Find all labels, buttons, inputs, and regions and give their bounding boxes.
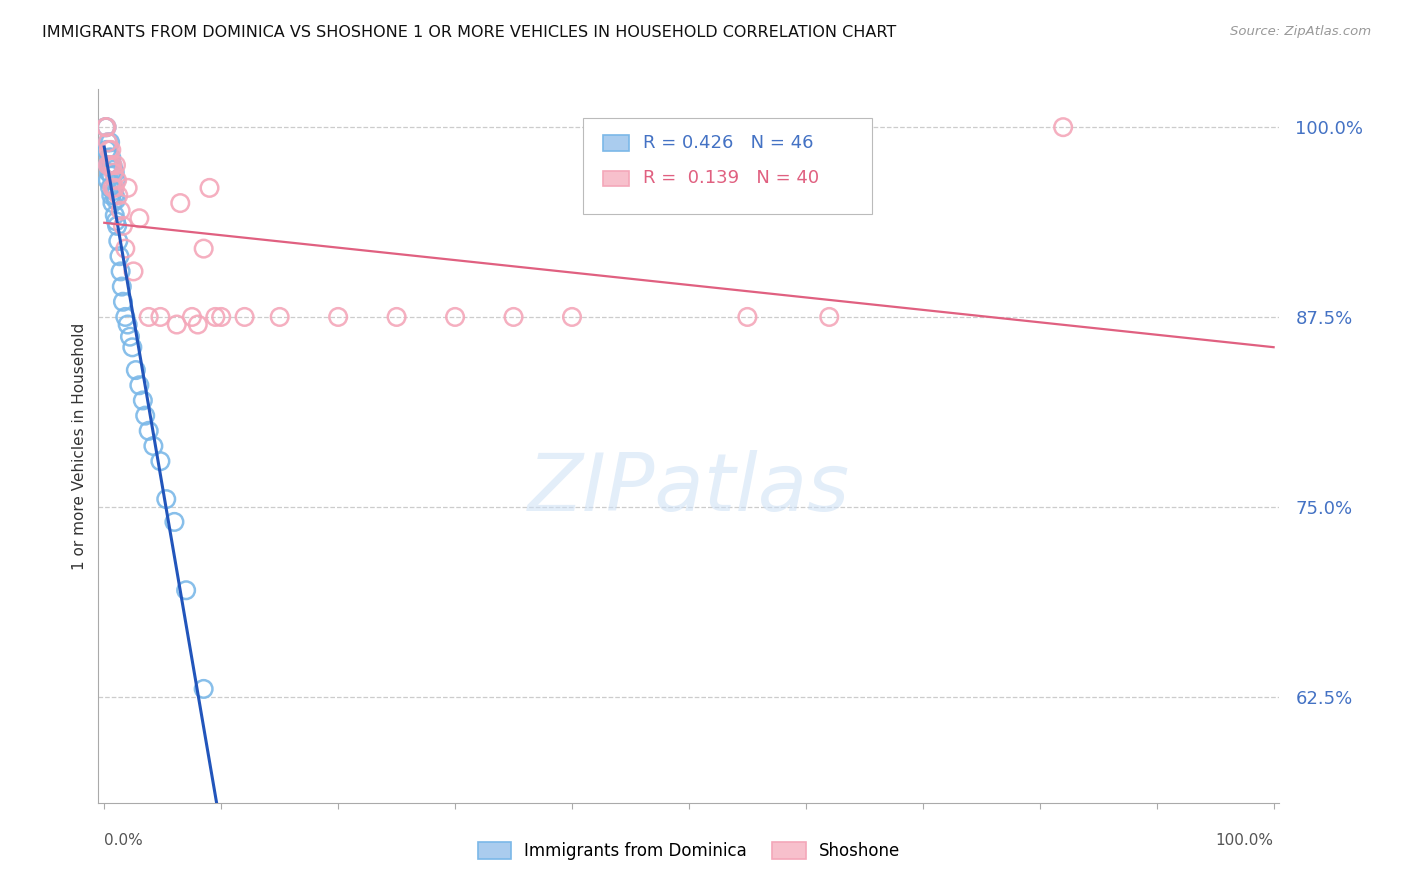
Point <box>132 393 155 408</box>
Point <box>204 310 226 324</box>
Point <box>326 310 349 324</box>
Point <box>149 454 172 468</box>
Text: 0.0%: 0.0% <box>104 833 143 848</box>
Point <box>233 310 256 324</box>
Point <box>104 208 127 222</box>
Point <box>101 158 124 172</box>
Point <box>155 492 177 507</box>
Point <box>502 310 524 324</box>
Point <box>98 136 121 150</box>
Point <box>114 242 136 256</box>
Point <box>737 310 759 324</box>
Point <box>444 310 467 324</box>
Y-axis label: 1 or more Vehicles in Household: 1 or more Vehicles in Household <box>72 322 87 570</box>
Point <box>142 439 165 453</box>
Point <box>96 143 118 157</box>
Point <box>110 264 132 278</box>
Point <box>198 181 221 195</box>
Point <box>561 310 583 324</box>
Point <box>101 158 124 172</box>
Point <box>118 329 141 343</box>
FancyBboxPatch shape <box>603 170 628 186</box>
Point <box>104 181 127 195</box>
Point <box>163 515 186 529</box>
Point <box>122 264 145 278</box>
Point <box>117 181 139 195</box>
Point <box>94 120 117 135</box>
Point <box>97 143 120 157</box>
Point <box>98 158 121 172</box>
Point <box>174 583 197 598</box>
Point <box>107 188 129 202</box>
Point <box>128 378 150 392</box>
Point <box>138 310 160 324</box>
Point <box>125 363 148 377</box>
Point <box>105 219 128 233</box>
Point <box>100 188 122 202</box>
Point <box>97 173 120 187</box>
FancyBboxPatch shape <box>603 135 628 151</box>
Point <box>193 681 215 696</box>
Point <box>117 318 139 332</box>
Point <box>97 166 120 180</box>
Point <box>100 151 122 165</box>
Point <box>97 151 120 165</box>
Text: Source: ZipAtlas.com: Source: ZipAtlas.com <box>1230 25 1371 38</box>
Point <box>1052 120 1074 135</box>
Point <box>103 166 125 180</box>
Point <box>104 158 127 172</box>
Text: IMMIGRANTS FROM DOMINICA VS SHOSHONE 1 OR MORE VEHICLES IN HOUSEHOLD CORRELATION: IMMIGRANTS FROM DOMINICA VS SHOSHONE 1 O… <box>42 25 897 40</box>
Point <box>103 184 125 198</box>
Point <box>187 318 209 332</box>
Point <box>149 310 172 324</box>
Point <box>111 279 134 293</box>
Point <box>94 120 117 135</box>
Legend: Immigrants from Dominica, Shoshone: Immigrants from Dominica, Shoshone <box>471 836 907 867</box>
Point <box>104 173 127 187</box>
Point <box>96 120 118 135</box>
Point <box>104 193 127 207</box>
FancyBboxPatch shape <box>582 118 872 214</box>
Point <box>107 234 129 248</box>
Point <box>101 181 124 195</box>
Point <box>103 162 125 177</box>
Point <box>101 196 124 211</box>
Point <box>193 242 215 256</box>
Point <box>818 310 841 324</box>
Point <box>100 143 122 157</box>
Point <box>209 310 232 324</box>
Point <box>134 409 156 423</box>
Point <box>101 178 124 192</box>
Point <box>97 136 120 150</box>
Point <box>97 158 120 172</box>
Point <box>121 340 143 354</box>
Point <box>169 196 191 211</box>
Point <box>269 310 291 324</box>
Point <box>105 173 128 187</box>
Point <box>108 249 131 263</box>
Point <box>97 136 120 150</box>
Point <box>385 310 408 324</box>
Point <box>114 310 136 324</box>
Point <box>104 188 127 202</box>
Text: 100.0%: 100.0% <box>1216 833 1274 848</box>
Point <box>128 211 150 226</box>
Point <box>110 203 132 218</box>
Point <box>98 181 121 195</box>
Point <box>138 424 160 438</box>
Point <box>104 214 127 228</box>
Point <box>111 294 134 309</box>
Point <box>98 158 121 172</box>
Text: R = 0.426   N = 46: R = 0.426 N = 46 <box>643 134 814 152</box>
Point <box>97 158 120 172</box>
Point <box>96 120 118 135</box>
Point <box>104 166 127 180</box>
Point <box>100 169 122 183</box>
Point <box>111 219 134 233</box>
Text: ZIPatlas: ZIPatlas <box>527 450 851 528</box>
Point <box>181 310 204 324</box>
Point <box>166 318 188 332</box>
Text: R =  0.139   N = 40: R = 0.139 N = 40 <box>643 169 820 187</box>
